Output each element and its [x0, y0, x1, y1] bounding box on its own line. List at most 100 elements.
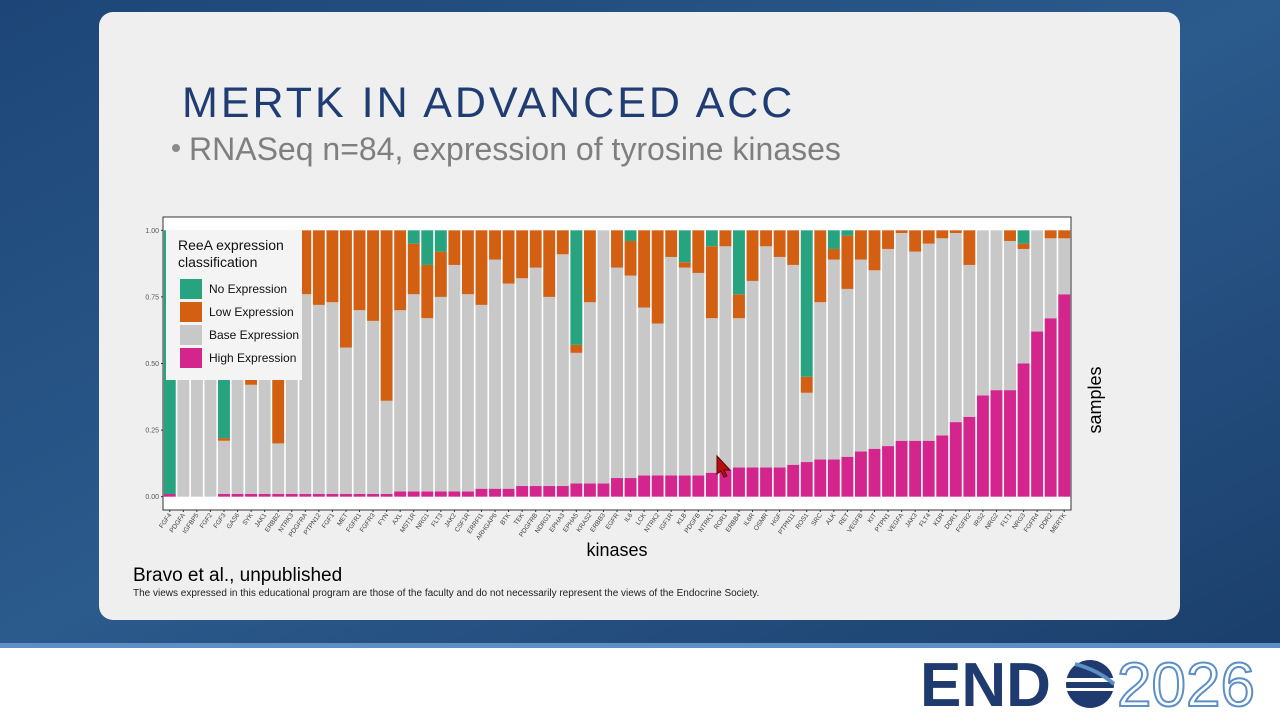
- bar-segment: [705, 230, 718, 247]
- bar-segment: [787, 264, 800, 465]
- bar-segment: [868, 230, 881, 271]
- bar-segment: [367, 320, 380, 495]
- bar-segment: [800, 376, 813, 393]
- bar-segment: [909, 440, 922, 497]
- bar-segment: [909, 230, 922, 252]
- bar-segment: [1058, 230, 1071, 239]
- bar-segment: [353, 494, 366, 497]
- bar-segment: [651, 323, 664, 476]
- bar-segment: [624, 275, 637, 479]
- bar-segment: [746, 280, 759, 468]
- bar-segment: [638, 230, 651, 308]
- bar-segment: [570, 230, 583, 345]
- bar-segment: [733, 318, 745, 468]
- bar-segment: [963, 416, 976, 497]
- bar-segment: [895, 230, 908, 233]
- bar-segment: [651, 475, 664, 497]
- bar-segment: [353, 310, 366, 495]
- y-tick-label: 0.25: [145, 428, 159, 435]
- bar-segment: [583, 302, 596, 484]
- bar-segment: [773, 256, 786, 468]
- bar-segment: [502, 230, 515, 284]
- bar-segment: [800, 462, 813, 497]
- legend-label: No Expression: [209, 282, 287, 296]
- bar-segment: [556, 254, 569, 487]
- bar-segment: [827, 459, 840, 497]
- bar-segment: [529, 267, 542, 487]
- citation: Bravo et al., unpublished: [133, 565, 342, 586]
- bar-segment: [434, 230, 447, 252]
- bar-segment: [1004, 230, 1016, 241]
- bar-segment: [909, 251, 922, 441]
- bar-segment: [1044, 230, 1057, 239]
- bar-segment: [421, 318, 434, 492]
- logo-left: END: [920, 651, 1051, 720]
- bar-segment: [407, 294, 420, 492]
- bar-segment: [638, 307, 651, 476]
- bar-segment: [868, 270, 881, 449]
- bar-segment: [245, 494, 258, 497]
- legend-title: classification: [178, 254, 257, 270]
- bar-segment: [814, 302, 827, 460]
- bar-segment: [678, 475, 691, 497]
- bar-segment: [299, 230, 312, 295]
- bar-segment: [570, 483, 583, 497]
- bar-segment: [800, 230, 813, 377]
- bar-segment: [489, 230, 501, 260]
- bar-segment: [570, 352, 583, 484]
- bar-segment: [394, 491, 407, 497]
- bar-segment: [394, 230, 407, 311]
- legend-swatch: [180, 348, 202, 368]
- bullet-text: RNASeq n=84, expression of tyrosine kina…: [189, 131, 841, 167]
- bar-segment: [556, 230, 569, 255]
- bar-segment: [719, 230, 732, 247]
- bar-segment: [692, 475, 705, 497]
- logo-right: 2026: [1117, 651, 1255, 720]
- bar-segment: [936, 230, 949, 239]
- legend-label: Low Expression: [209, 305, 294, 319]
- bar-segment: [949, 232, 962, 423]
- bar-segment: [705, 246, 718, 319]
- bar-segment: [272, 494, 285, 497]
- bar-segment: [218, 440, 230, 495]
- bar-segment: [380, 494, 393, 497]
- bar-segment: [678, 230, 691, 263]
- bar-segment: [692, 272, 705, 476]
- divider: [0, 643, 1280, 648]
- bar-segment: [448, 230, 461, 265]
- bar-segment: [339, 347, 352, 495]
- bar-segment: [841, 456, 854, 497]
- bar-segment: [461, 491, 474, 497]
- bar-segment: [760, 230, 773, 247]
- logo-globe: [1064, 660, 1116, 708]
- bar-segment: [827, 248, 840, 260]
- bar-segment: [218, 494, 230, 497]
- bar-segment: [719, 246, 732, 471]
- legend-swatch: [180, 325, 202, 345]
- bar-segment: [312, 494, 325, 497]
- bar-segment: [543, 296, 556, 487]
- bar-segment: [489, 488, 501, 497]
- bar-segment: [421, 230, 434, 265]
- bullet-dot: [172, 144, 180, 152]
- bar-segment: [638, 475, 651, 497]
- bar-segment: [231, 494, 244, 497]
- bar-segment: [990, 390, 1003, 497]
- bar-segment: [976, 230, 989, 396]
- bar-segment: [705, 472, 718, 497]
- bar-segment: [814, 459, 827, 497]
- bar-segment: [339, 494, 352, 497]
- bar-segment: [692, 230, 705, 273]
- bar-segment: [895, 232, 908, 441]
- bar-segment: [434, 491, 447, 497]
- bar-segment: [936, 435, 949, 497]
- bar-segment: [597, 230, 610, 484]
- bar-segment: [312, 230, 325, 305]
- bar-segment: [1058, 294, 1071, 497]
- y-tick-label: 0.50: [145, 361, 159, 368]
- bar-segment: [448, 264, 461, 492]
- bar-segment: [1058, 238, 1071, 295]
- bar-segment: [434, 296, 447, 492]
- bar-segment: [570, 344, 583, 353]
- bar-segment: [502, 488, 515, 497]
